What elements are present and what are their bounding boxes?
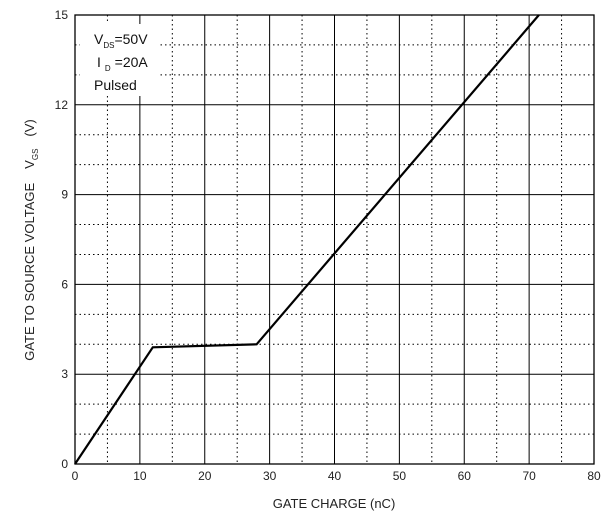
x-axis-title: GATE CHARGE (nC) (273, 496, 396, 511)
y-axis-title: GATE TO SOURCE VOLTAGEVGS(V) (22, 119, 40, 361)
x-tick-label: 0 (72, 469, 79, 483)
x-tick-label: 80 (587, 469, 601, 483)
grid (75, 15, 594, 464)
y-tick-label: 0 (61, 457, 68, 471)
y-tick-label: 9 (61, 188, 68, 202)
tick-labels: 0 10 20 30 40 50 60 70 80 0 3 6 9 12 15 (55, 8, 601, 483)
svg-text:GATE TO SOURCE VOLTAGEVGS(V): GATE TO SOURCE VOLTAGEVGS(V) (22, 119, 40, 361)
x-tick-label: 40 (328, 469, 342, 483)
pulsed-condition: Pulsed (94, 77, 137, 93)
y-tick-label: 6 (61, 277, 68, 291)
conditions-box: VDS=50V I D =20A Pulsed (80, 24, 160, 96)
y-tick-label: 15 (55, 8, 69, 22)
id-condition: I D =20A (97, 54, 148, 73)
vgs-curve (74, 14, 540, 465)
x-tick-label: 60 (458, 469, 472, 483)
x-tick-label: 20 (198, 469, 212, 483)
x-tick-label: 50 (393, 469, 407, 483)
x-tick-label: 10 (133, 469, 147, 483)
plot-frame (74, 14, 595, 465)
vds-condition: VDS=50V (94, 31, 148, 50)
y-tick-label: 12 (55, 98, 69, 112)
x-tick-label: 70 (522, 469, 536, 483)
x-tick-label: 30 (263, 469, 277, 483)
y-tick-label: 3 (61, 367, 68, 381)
data-series (74, 14, 540, 465)
